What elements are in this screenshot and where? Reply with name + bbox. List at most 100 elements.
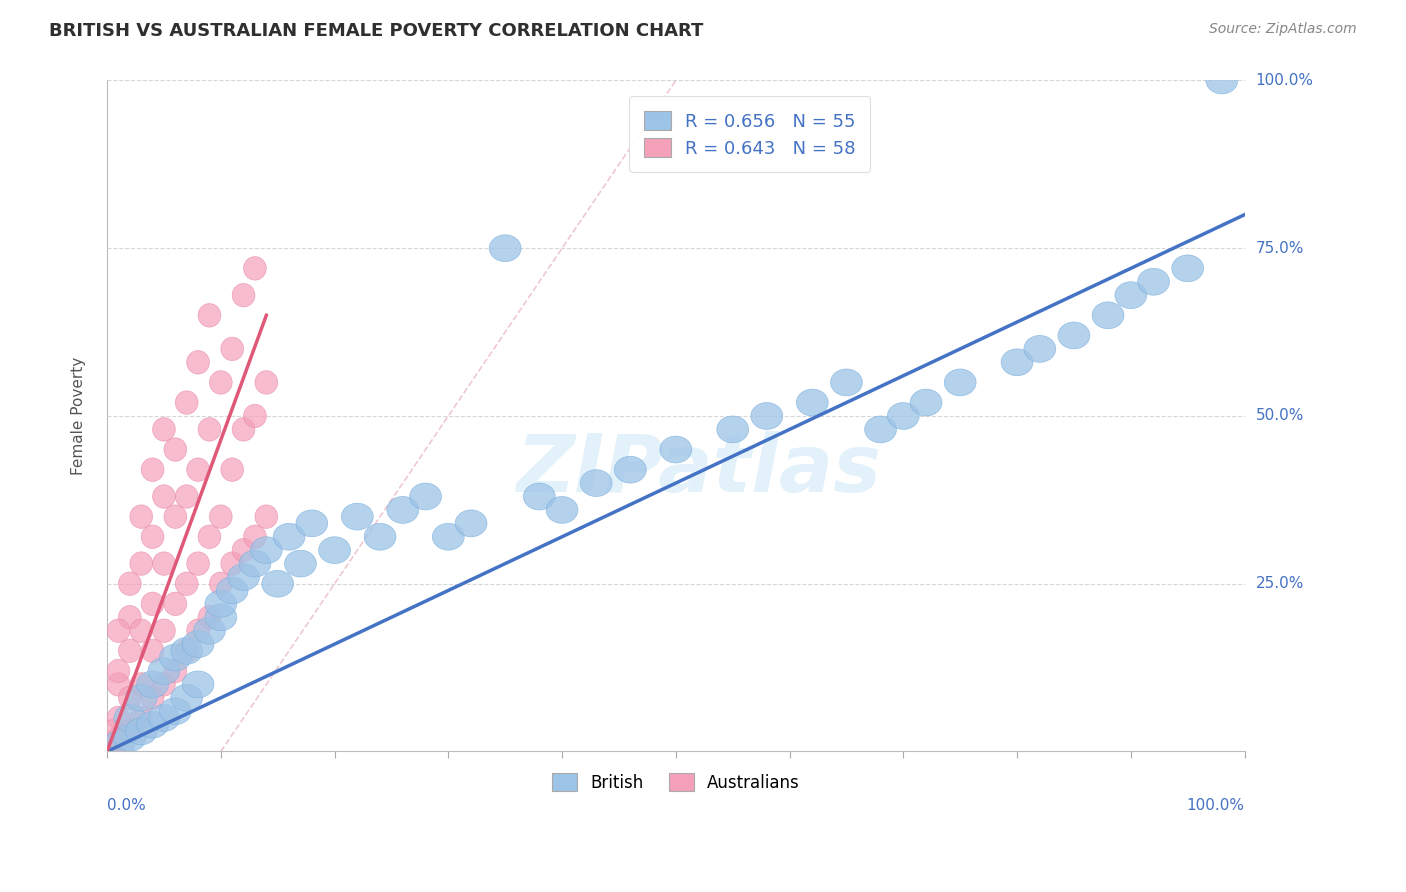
Ellipse shape [141, 639, 165, 663]
Text: 50.0%: 50.0% [1256, 409, 1303, 424]
Ellipse shape [342, 503, 373, 530]
Ellipse shape [107, 673, 129, 696]
Ellipse shape [295, 510, 328, 537]
Ellipse shape [198, 525, 221, 549]
Ellipse shape [165, 592, 187, 615]
Ellipse shape [187, 351, 209, 374]
Ellipse shape [273, 524, 305, 550]
Ellipse shape [581, 470, 612, 497]
Ellipse shape [364, 524, 396, 550]
Ellipse shape [456, 510, 486, 537]
Ellipse shape [165, 659, 187, 682]
Ellipse shape [489, 235, 522, 261]
Ellipse shape [129, 673, 153, 696]
Ellipse shape [546, 497, 578, 524]
Ellipse shape [232, 539, 254, 562]
Ellipse shape [239, 550, 271, 577]
Ellipse shape [129, 505, 153, 528]
Text: 25.0%: 25.0% [1256, 576, 1303, 591]
Ellipse shape [165, 505, 187, 528]
Ellipse shape [148, 705, 180, 731]
Ellipse shape [159, 644, 191, 671]
Text: Source: ZipAtlas.com: Source: ZipAtlas.com [1209, 22, 1357, 37]
Ellipse shape [118, 572, 141, 596]
Ellipse shape [254, 371, 278, 394]
Ellipse shape [107, 659, 129, 682]
Ellipse shape [284, 550, 316, 577]
Ellipse shape [101, 737, 124, 760]
Ellipse shape [221, 337, 243, 360]
Ellipse shape [159, 698, 191, 724]
Ellipse shape [176, 391, 198, 414]
Ellipse shape [103, 731, 135, 758]
Ellipse shape [717, 416, 748, 442]
Ellipse shape [153, 484, 176, 508]
Ellipse shape [945, 369, 976, 396]
Ellipse shape [176, 484, 198, 508]
Ellipse shape [187, 619, 209, 642]
Ellipse shape [614, 456, 647, 483]
Ellipse shape [176, 572, 198, 596]
Ellipse shape [433, 524, 464, 550]
Ellipse shape [118, 686, 141, 709]
Ellipse shape [254, 505, 278, 528]
Ellipse shape [183, 631, 214, 657]
Ellipse shape [198, 606, 221, 629]
Ellipse shape [1115, 282, 1147, 309]
Ellipse shape [751, 402, 783, 429]
Ellipse shape [232, 417, 254, 442]
Legend: British, Australians: British, Australians [544, 764, 808, 800]
Ellipse shape [107, 706, 129, 730]
Text: 0.0%: 0.0% [107, 798, 146, 814]
Ellipse shape [523, 483, 555, 510]
Ellipse shape [187, 552, 209, 575]
Ellipse shape [153, 552, 176, 575]
Ellipse shape [243, 525, 266, 549]
Ellipse shape [319, 537, 350, 564]
Ellipse shape [228, 564, 260, 591]
Ellipse shape [409, 483, 441, 510]
Ellipse shape [1001, 349, 1033, 376]
Ellipse shape [194, 617, 225, 644]
Ellipse shape [141, 686, 165, 709]
Y-axis label: Female Poverty: Female Poverty [72, 357, 86, 475]
Ellipse shape [141, 592, 165, 615]
Ellipse shape [1206, 67, 1237, 94]
Ellipse shape [129, 706, 153, 730]
Ellipse shape [153, 619, 176, 642]
Ellipse shape [136, 671, 169, 698]
Ellipse shape [198, 417, 221, 442]
Ellipse shape [243, 404, 266, 428]
Ellipse shape [209, 371, 232, 394]
Ellipse shape [129, 619, 153, 642]
Ellipse shape [262, 570, 294, 597]
Ellipse shape [153, 673, 176, 696]
Ellipse shape [205, 604, 236, 631]
Ellipse shape [165, 438, 187, 461]
Ellipse shape [910, 389, 942, 416]
Ellipse shape [831, 369, 862, 396]
Ellipse shape [153, 417, 176, 442]
Text: 100.0%: 100.0% [1187, 798, 1244, 814]
Ellipse shape [796, 389, 828, 416]
Ellipse shape [1024, 335, 1056, 362]
Ellipse shape [1057, 322, 1090, 349]
Ellipse shape [101, 720, 124, 743]
Ellipse shape [118, 606, 141, 629]
Ellipse shape [887, 402, 920, 429]
Ellipse shape [114, 705, 146, 731]
Ellipse shape [205, 591, 236, 617]
Ellipse shape [170, 638, 202, 665]
Ellipse shape [125, 684, 157, 711]
Ellipse shape [1092, 301, 1123, 329]
Ellipse shape [125, 718, 157, 745]
Ellipse shape [141, 458, 165, 482]
Ellipse shape [1137, 268, 1170, 295]
Ellipse shape [250, 537, 283, 564]
Ellipse shape [209, 505, 232, 528]
Ellipse shape [107, 619, 129, 642]
Ellipse shape [101, 733, 124, 756]
Ellipse shape [136, 711, 169, 738]
Ellipse shape [118, 639, 141, 663]
Ellipse shape [1171, 255, 1204, 282]
